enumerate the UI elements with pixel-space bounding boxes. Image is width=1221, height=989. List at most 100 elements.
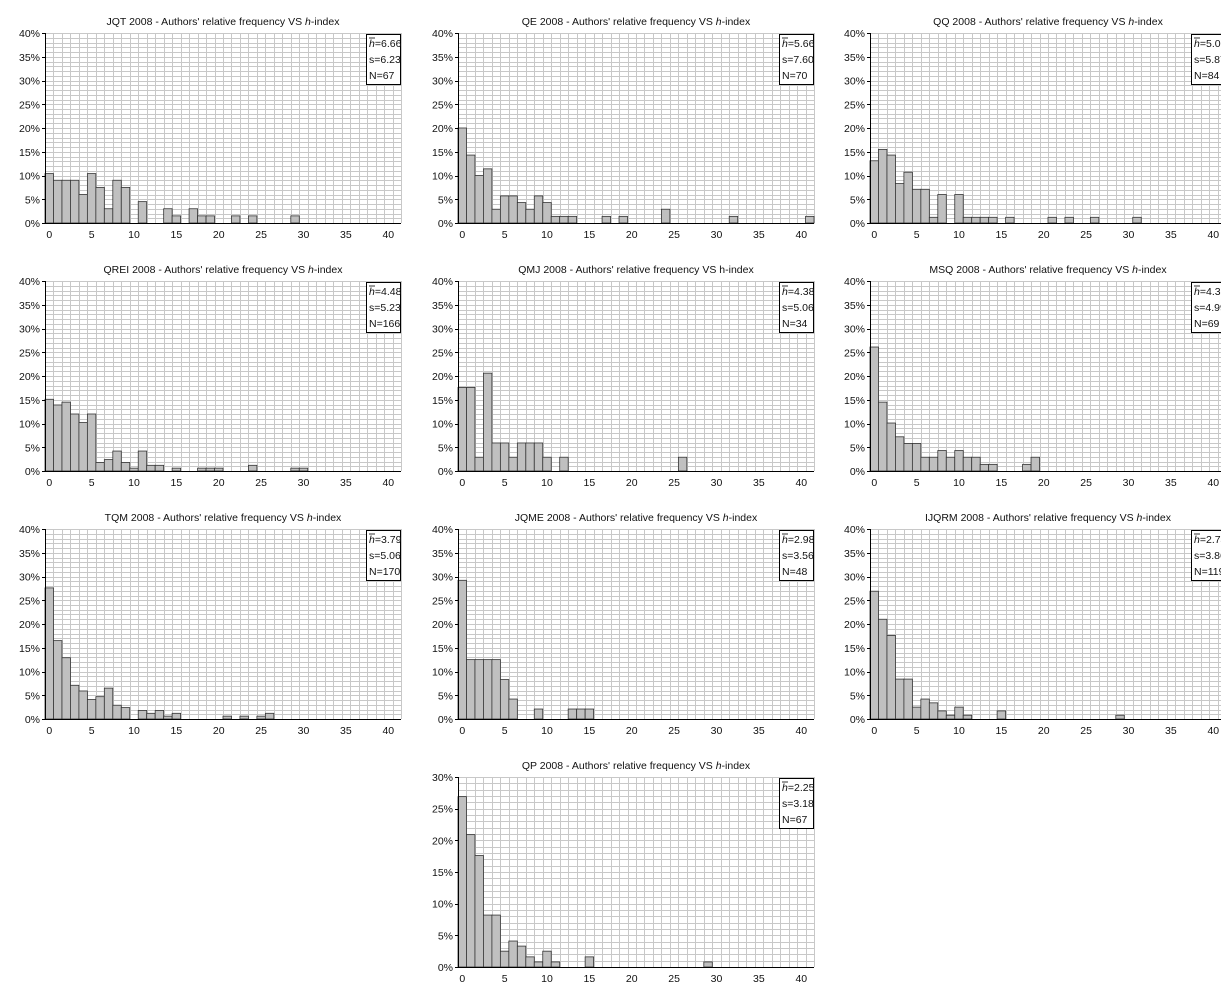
y-tick-label: 35%: [19, 300, 40, 312]
histogram-bar: [96, 462, 104, 471]
x-tick-label: 30: [1123, 229, 1135, 241]
stat-mean-h: h=2.74: [1194, 534, 1221, 546]
histogram-bar: [526, 443, 534, 471]
x-tick-label: 35: [1165, 725, 1177, 737]
histogram-bar: [921, 457, 929, 471]
x-tick-label: 10: [128, 725, 140, 737]
histogram-bar: [483, 915, 491, 967]
histogram-bar: [458, 387, 466, 471]
histogram-bar: [138, 710, 146, 719]
histogram-bar: [155, 465, 163, 471]
x-tick-label: 20: [213, 477, 225, 489]
histogram-bar: [534, 709, 542, 719]
histogram-bar: [500, 443, 508, 471]
gridlines: [458, 777, 815, 968]
gridlines: [870, 281, 1221, 472]
chart-panel-6: TQM 2008 - Authors' relative frequency V…: [5, 506, 405, 741]
histogram-bar: [543, 203, 551, 223]
x-tick-label: 40: [1207, 229, 1219, 241]
x-tick-label: 40: [1207, 725, 1219, 737]
histogram-bar: [543, 951, 551, 967]
histogram-bar: [972, 217, 980, 223]
histogram-bar: [79, 423, 87, 471]
x-tick-label: 30: [298, 229, 310, 241]
stats-legend-box: h=2.74 s=3.86 N=119: [1192, 531, 1221, 581]
y-tick-label: 0%: [438, 218, 453, 230]
histogram-bar: [458, 580, 466, 719]
chart-title-suffix: -index: [1134, 16, 1163, 28]
y-tick-label: 40%: [19, 28, 40, 40]
y-tick-label: 5%: [850, 442, 865, 454]
histogram-bar: [265, 713, 273, 719]
y-tick-label: 15%: [19, 395, 40, 407]
chart-title-prefix: QP 2008 - Authors' relative frequency VS: [522, 760, 716, 772]
histogram-bar: [257, 716, 265, 719]
stat-mean-value: =2.25: [788, 782, 815, 794]
histogram-bar: [895, 437, 903, 471]
histogram-chart: QP 2008 - Authors' relative frequency VS…: [418, 754, 818, 989]
histogram-bar: [138, 202, 146, 223]
histogram-bar: [509, 457, 517, 471]
y-tick-label: 10%: [19, 667, 40, 679]
y-tick-label: 15%: [19, 643, 40, 655]
histogram-bar: [248, 216, 256, 223]
x-tick-label: 0: [459, 725, 465, 737]
stat-std-dev: s=4.99: [1194, 302, 1221, 314]
histogram-chart: QREI 2008 - Authors' relative frequency …: [5, 258, 405, 493]
histogram-bar: [878, 149, 886, 223]
histogram-chart: JQME 2008 - Authors' relative frequency …: [418, 506, 818, 741]
histogram-bar: [989, 464, 997, 471]
x-tick-label: 10: [953, 725, 965, 737]
chart-panel-7: JQME 2008 - Authors' relative frequency …: [418, 506, 818, 741]
histogram-bar: [938, 711, 946, 719]
x-tick-label: 35: [753, 973, 765, 985]
x-tick-label: 40: [795, 973, 807, 985]
chart-title: QQ 2008 - Authors' relative frequency VS…: [933, 16, 1163, 28]
histogram-bar: [198, 216, 206, 223]
x-tick-label: 25: [1080, 477, 1092, 489]
histogram-bar: [121, 708, 129, 719]
stat-sample-size: N=119: [1194, 566, 1221, 578]
histogram-bar: [912, 189, 920, 223]
histogram-bar: [585, 957, 593, 967]
histogram-bar: [1023, 464, 1031, 471]
histogram-bar: [946, 457, 954, 471]
histogram-bar: [492, 915, 500, 967]
stat-std-dev: s=3.86: [1194, 550, 1221, 562]
stat-mean-value: =4.38: [788, 286, 815, 298]
y-tick-label: 5%: [25, 442, 40, 454]
stat-mean-value: =5.05: [1200, 38, 1221, 50]
x-tick-label: 25: [255, 725, 267, 737]
y-tick-label: 40%: [432, 276, 453, 288]
y-tick-label: 40%: [432, 28, 453, 40]
y-tick-label: 0%: [25, 714, 40, 726]
histogram-bar: [96, 187, 104, 223]
y-tick-label: 25%: [19, 595, 40, 607]
stat-sample-size: N=34: [782, 318, 808, 330]
x-tick-label: 30: [711, 229, 723, 241]
x-tick-label: 5: [89, 229, 95, 241]
gridlines: [458, 33, 815, 224]
stat-mean-h: h=5.66: [782, 38, 815, 50]
histogram-bar: [240, 716, 248, 719]
stats-legend-box: h=5.05s=5.87N=84: [1192, 35, 1221, 85]
y-tick-label: 30%: [19, 76, 40, 88]
histogram-bar: [543, 457, 551, 471]
histogram-bar: [929, 457, 937, 471]
gridlines: [458, 529, 815, 720]
stat-std-dev: s=5.06: [782, 302, 814, 314]
x-tick-label: 30: [1123, 477, 1135, 489]
stat-std-dev: s=3.18: [782, 798, 814, 810]
chart-panel-3: QREI 2008 - Authors' relative frequency …: [5, 258, 405, 493]
x-tick-label: 0: [459, 477, 465, 489]
y-tick-label: 30%: [19, 324, 40, 336]
y-tick-label: 5%: [850, 194, 865, 206]
y-tick-label: 0%: [25, 466, 40, 478]
histogram-bar: [534, 962, 542, 967]
chart-title-prefix: MSQ 2008 - Authors' relative frequency V…: [929, 264, 1132, 276]
histogram-bar: [551, 962, 559, 967]
histogram-bar: [904, 172, 912, 223]
chart-title-suffix: -index: [311, 16, 340, 28]
stat-sample-size: N=67: [369, 70, 395, 82]
y-tick-label: 25%: [844, 595, 865, 607]
